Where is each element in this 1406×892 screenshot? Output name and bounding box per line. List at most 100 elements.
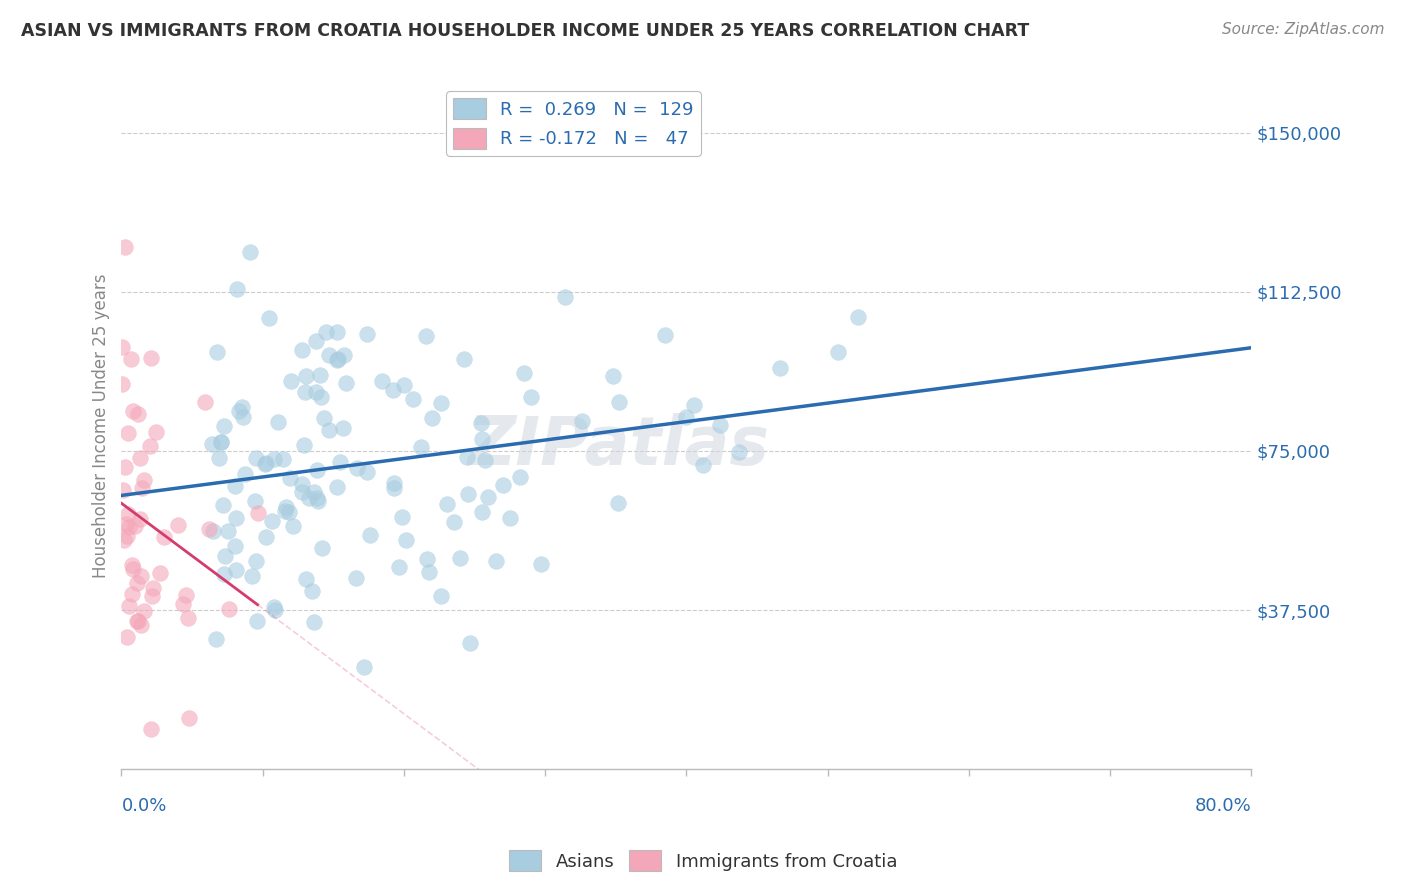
Point <box>305 384 328 399</box>
Point <box>112 483 135 498</box>
Point <box>224 479 246 493</box>
Point <box>509 470 531 484</box>
Point <box>394 377 416 392</box>
Point <box>291 477 314 491</box>
Point <box>492 477 515 491</box>
Text: ASIAN VS IMMIGRANTS FROM CROATIA HOUSEHOLDER INCOME UNDER 25 YEARS CORRELATION C: ASIAN VS IMMIGRANTS FROM CROATIA HOUSEHO… <box>21 22 1029 40</box>
Legend: Asians, Immigrants from Croatia: Asians, Immigrants from Croatia <box>502 843 904 879</box>
Point <box>391 509 413 524</box>
Point <box>471 432 494 446</box>
Point <box>769 361 792 376</box>
Point <box>264 603 287 617</box>
Point <box>654 328 676 343</box>
Point <box>682 398 704 412</box>
Point <box>315 325 337 339</box>
Point <box>233 467 256 482</box>
Point <box>212 566 235 581</box>
Point <box>278 471 301 485</box>
Point <box>115 630 138 644</box>
Point <box>243 494 266 508</box>
Point <box>329 455 352 469</box>
Point <box>371 374 394 388</box>
Point <box>232 410 254 425</box>
Point <box>167 518 190 533</box>
Point <box>117 599 139 613</box>
Legend: R =  0.269   N =  129, R = -0.172   N =   47: R = 0.269 N = 129, R = -0.172 N = 47 <box>446 91 700 156</box>
Point <box>571 414 593 428</box>
Point <box>530 557 553 571</box>
Point <box>318 348 340 362</box>
Text: 0.0%: 0.0% <box>121 797 167 814</box>
Point <box>256 456 278 470</box>
Point <box>335 376 357 391</box>
Point <box>239 244 262 259</box>
Point <box>827 344 849 359</box>
Point <box>326 352 349 367</box>
Point <box>458 636 481 650</box>
Point <box>471 505 494 519</box>
Point <box>254 529 277 543</box>
Point <box>121 558 143 573</box>
Point <box>132 604 155 618</box>
Point <box>207 450 229 465</box>
Point <box>194 395 217 409</box>
Point <box>124 518 146 533</box>
Point <box>409 441 432 455</box>
Point <box>709 418 731 433</box>
Point <box>225 282 247 296</box>
Point <box>127 614 149 628</box>
Point <box>277 505 299 519</box>
Point <box>141 351 163 365</box>
Point <box>332 421 354 435</box>
Point <box>280 374 302 388</box>
Y-axis label: Householder Income Under 25 years: Householder Income Under 25 years <box>93 273 110 578</box>
Point <box>484 554 506 568</box>
Point <box>129 512 152 526</box>
Point <box>141 589 163 603</box>
Point <box>326 326 349 340</box>
Point <box>305 463 328 477</box>
Point <box>318 423 340 437</box>
Point <box>346 461 368 475</box>
Point <box>607 394 630 409</box>
Point <box>443 515 465 529</box>
Point <box>520 390 543 404</box>
Point <box>415 329 437 343</box>
Point <box>198 522 221 536</box>
Point <box>201 524 224 539</box>
Point <box>294 572 316 586</box>
Point <box>214 549 236 563</box>
Point <box>201 436 224 450</box>
Point <box>308 494 330 508</box>
Point <box>129 618 152 632</box>
Point <box>332 348 354 362</box>
Point <box>212 419 235 434</box>
Point <box>309 390 332 404</box>
Point <box>225 563 247 577</box>
Point <box>314 410 336 425</box>
Point <box>382 482 405 496</box>
Point <box>263 599 285 614</box>
Point <box>218 601 240 615</box>
Point <box>129 568 152 582</box>
Point <box>145 425 167 439</box>
Point <box>209 434 232 449</box>
Point <box>388 560 411 574</box>
Point <box>356 466 378 480</box>
Point <box>449 550 471 565</box>
Point <box>430 589 453 603</box>
Point <box>274 504 297 518</box>
Point <box>142 581 165 595</box>
Point <box>125 575 148 590</box>
Point <box>311 541 333 555</box>
Point <box>224 540 246 554</box>
Point <box>418 565 440 579</box>
Point <box>257 310 280 325</box>
Point <box>470 416 492 430</box>
Point <box>263 451 285 466</box>
Point <box>326 480 349 494</box>
Point <box>114 459 136 474</box>
Point <box>281 519 304 533</box>
Point <box>356 326 378 341</box>
Point <box>294 384 316 399</box>
